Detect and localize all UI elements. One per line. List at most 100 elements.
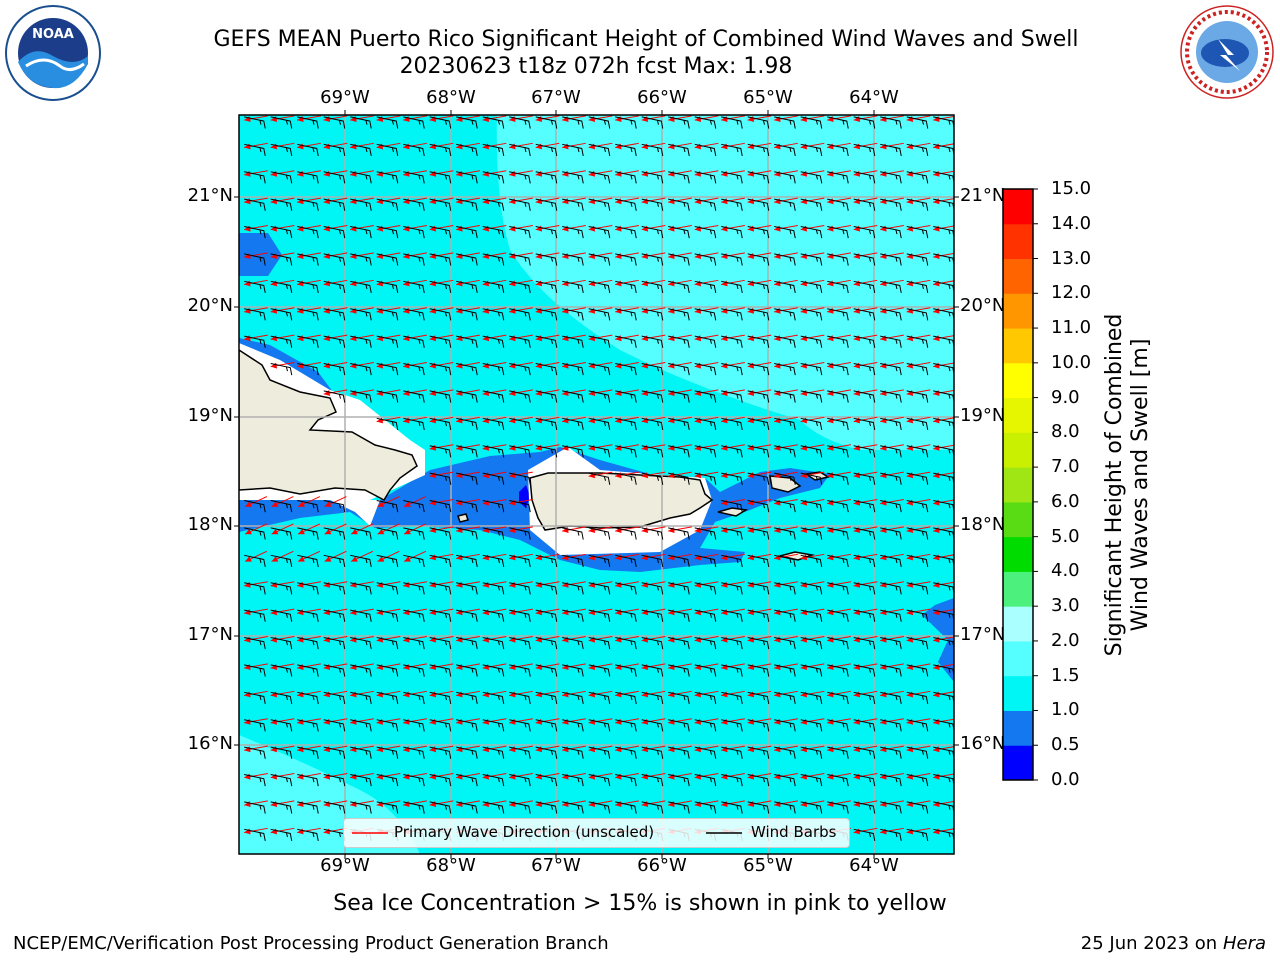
wind-barb <box>668 691 690 705</box>
wind-barb <box>800 637 823 650</box>
wind-barb <box>906 500 929 513</box>
wind-barb <box>429 116 452 129</box>
wind-barb <box>350 116 372 129</box>
wind-barb <box>641 554 664 568</box>
wind-barb <box>482 500 505 513</box>
wind-barb <box>509 554 531 568</box>
wind-barb <box>906 719 929 732</box>
wind-barb <box>562 198 584 211</box>
wind-barb <box>747 280 770 294</box>
colorbar-segment <box>1003 432 1033 468</box>
land-puerto-rico <box>529 472 714 531</box>
wind-barb <box>323 198 346 211</box>
wind-barb <box>668 226 690 239</box>
colorbar-tick-label: 1.0 <box>1051 699 1080 721</box>
wind-barb <box>853 171 876 184</box>
wind-barb <box>827 527 849 540</box>
wind-barb <box>880 774 902 787</box>
wave-arrow <box>350 550 374 562</box>
wind-barb <box>880 445 902 458</box>
wind-barb <box>853 637 876 650</box>
wind-barb <box>376 363 399 376</box>
wind-barb <box>721 171 743 184</box>
wind-barb <box>403 801 425 814</box>
wind-barb <box>615 719 637 732</box>
wind-barb <box>509 637 531 650</box>
colorbar-segment <box>1003 223 1033 260</box>
lon-label-top: 68°W <box>426 87 476 108</box>
wind-barb <box>535 308 558 321</box>
wind-barb <box>535 363 558 376</box>
wind-barb <box>376 253 399 266</box>
wind-barb <box>853 554 876 568</box>
wind-barb <box>562 335 584 348</box>
wave-arrow <box>271 550 294 562</box>
wind-barb <box>376 390 399 403</box>
wind-barb <box>535 746 558 759</box>
wind-barb <box>588 335 611 348</box>
wind-barb <box>747 363 770 376</box>
wind-barb <box>297 171 319 184</box>
wind-barb <box>509 253 531 266</box>
wind-barb <box>403 609 425 622</box>
wind-barb <box>509 774 531 787</box>
wind-barb <box>456 609 478 622</box>
wind-barb <box>456 582 478 595</box>
wind-barb <box>668 171 690 184</box>
wind-barb <box>403 719 425 732</box>
wind-barb <box>721 417 743 431</box>
wind-barb <box>774 390 796 403</box>
colorbar-tick-label: 12.0 <box>1051 282 1092 304</box>
wind-barb <box>376 691 399 705</box>
wind-barb <box>376 637 399 650</box>
wind-barb <box>562 637 584 650</box>
wind-barb <box>562 527 584 540</box>
wind-barb <box>694 527 717 540</box>
wind-barb <box>429 719 452 732</box>
wind-barb <box>535 253 558 266</box>
lat-label-left: 21°N <box>187 185 233 206</box>
wind-barb <box>694 582 717 595</box>
wind-barb <box>747 226 770 239</box>
wind-barb <box>906 774 929 787</box>
wind-barb <box>297 554 319 568</box>
wind-barb <box>827 417 849 431</box>
wind-barb <box>350 746 372 759</box>
wind-barb <box>774 417 796 431</box>
wind-barb <box>323 226 346 239</box>
wind-barb <box>641 335 664 348</box>
wind-barb <box>323 171 346 184</box>
lat-label-right: 19°N <box>960 405 1006 426</box>
wind-barb <box>694 719 717 732</box>
wind-barb <box>244 527 266 540</box>
wind-barb <box>456 226 478 239</box>
colorbar-tick-label: 6.0 <box>1051 490 1080 512</box>
wind-barb <box>244 609 266 622</box>
wind-barb <box>853 472 876 485</box>
wind-barb <box>747 746 770 759</box>
wind-barb <box>880 390 902 403</box>
wind-barb <box>403 554 425 568</box>
wind-barb <box>456 445 478 458</box>
wind-barb <box>853 609 876 622</box>
wind-barb <box>403 664 425 677</box>
wave-arrow <box>324 523 347 535</box>
wind-barb <box>588 472 611 485</box>
wind-barb <box>906 253 929 266</box>
wind-barb <box>297 774 319 787</box>
lat-label-right: 20°N <box>960 295 1006 316</box>
wind-barb <box>376 664 399 677</box>
wind-barb <box>853 253 876 266</box>
wind-barb <box>827 116 849 129</box>
wind-barb <box>403 363 425 376</box>
wind-barb <box>641 691 664 705</box>
wind-barb <box>615 417 637 431</box>
wind-barb <box>244 664 266 677</box>
wind-barb <box>615 691 637 705</box>
wind-barb <box>615 143 637 157</box>
wave-arrow <box>403 523 427 535</box>
wind-barb <box>403 500 425 513</box>
wind-barb <box>562 691 584 705</box>
wind-barb <box>429 363 452 376</box>
colorbar-segment <box>1003 571 1033 607</box>
